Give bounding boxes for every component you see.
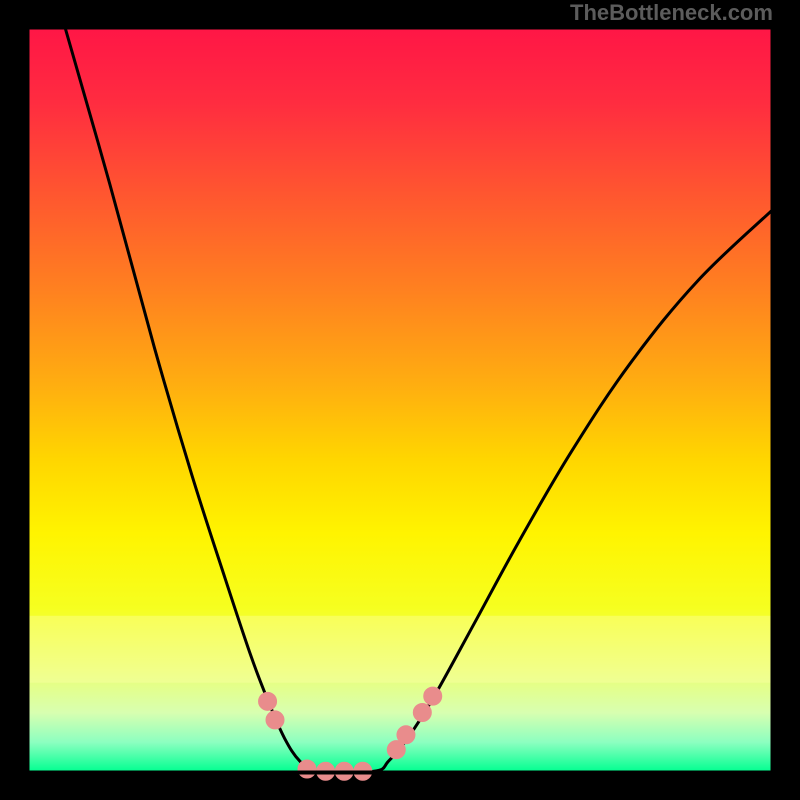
marker-dot [424,687,442,705]
marker-dot [298,760,316,778]
chart-svg [0,0,800,800]
marker-dot [259,692,277,710]
marker-dot [266,711,284,729]
marker-dot [413,703,431,721]
marker-dot [397,726,415,744]
pale-band [28,616,772,683]
watermark-text: TheBottleneck.com [570,0,773,26]
